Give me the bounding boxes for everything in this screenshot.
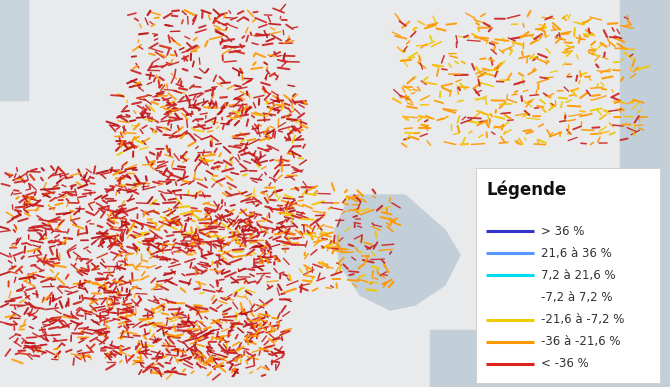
Text: Légende: Légende	[486, 181, 566, 199]
Polygon shape	[430, 330, 670, 387]
Text: -36 à -21,6 %: -36 à -21,6 %	[541, 335, 620, 348]
Text: 21,6 à 36 %: 21,6 à 36 %	[541, 247, 612, 260]
Text: -7,2 à 7,2 %: -7,2 à 7,2 %	[541, 291, 612, 304]
Text: < -36 %: < -36 %	[541, 358, 589, 370]
Polygon shape	[620, 0, 670, 387]
Bar	[476, 168, 660, 383]
Text: > 36 %: > 36 %	[541, 224, 584, 238]
Text: 7,2 à 21,6 %: 7,2 à 21,6 %	[541, 269, 616, 282]
Polygon shape	[335, 195, 460, 310]
Polygon shape	[0, 0, 28, 100]
Text: -21,6 à -7,2 %: -21,6 à -7,2 %	[541, 313, 624, 326]
